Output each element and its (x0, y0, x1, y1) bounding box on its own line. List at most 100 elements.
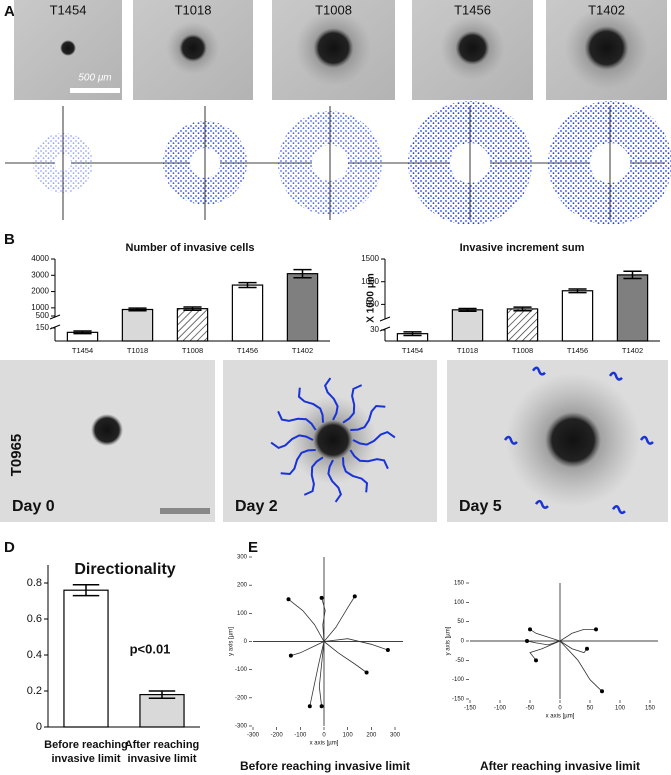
x-tick-label: T1456 (237, 346, 258, 355)
track (559, 629, 596, 642)
cell-track (323, 377, 339, 421)
y-tick-label: -150 (452, 697, 465, 703)
bar (121, 308, 154, 342)
sample-label: T1008 (315, 2, 352, 17)
track-end (594, 627, 598, 632)
track (288, 598, 325, 642)
chart-title: Number of invasive cells (126, 242, 255, 254)
track (526, 640, 561, 646)
track-end (364, 670, 369, 675)
track-end (307, 704, 312, 709)
chart-title: Directionality (74, 561, 175, 578)
track-end (319, 595, 324, 600)
y-tick-label: 0.6 (27, 613, 42, 625)
bar (561, 290, 594, 342)
track (323, 641, 367, 673)
bar (506, 308, 539, 342)
error-bar (458, 307, 477, 312)
bar (286, 273, 319, 342)
track-end (528, 627, 532, 632)
error-bar (238, 281, 257, 289)
y-tick-label: 500 (366, 299, 380, 308)
x-tick-label: T1008 (182, 346, 203, 355)
error-bar (128, 307, 147, 312)
x-tick-label: T1008 (512, 346, 533, 355)
y-tick-label: 1000 (361, 277, 379, 286)
bar (176, 308, 209, 342)
track (529, 640, 561, 661)
error-bar (568, 288, 587, 294)
cell-track (303, 456, 324, 496)
x-tick-label: -50 (526, 706, 535, 712)
y-axis-label: y axis [µm] (446, 626, 452, 655)
y-tick-label: 100 (454, 600, 465, 606)
cell-track (327, 459, 343, 503)
spheroid (313, 420, 353, 460)
track-end (600, 689, 604, 694)
x-axis-label: x axis [µm] (546, 714, 575, 720)
x-axis-label: x axis [µm] (310, 741, 339, 747)
x-tick-label: 300 (390, 733, 401, 739)
y-tick-label: 300 (237, 555, 248, 561)
panel-label: A (4, 3, 15, 20)
x-tick-label: 150 (645, 706, 656, 712)
x-tick-label: After reaching (125, 739, 200, 751)
y-tick-label: 0 (36, 721, 42, 733)
x-tick-label: -150 (464, 706, 477, 712)
cell-track (350, 404, 386, 431)
cell-track (352, 430, 396, 446)
track-end (319, 704, 324, 709)
track (323, 596, 356, 642)
cell-track (531, 366, 546, 376)
cell-track (534, 499, 549, 509)
cell-track (280, 449, 316, 476)
y-axis-label: y axis [µm] (229, 627, 235, 656)
x-tick-label: invasive limit (51, 753, 120, 765)
x-tick-label: T1454 (402, 346, 423, 355)
track-end (525, 639, 529, 643)
y-tick-label: -100 (235, 667, 248, 673)
panel-label: E (248, 539, 258, 556)
x-tick-label: -200 (271, 733, 284, 739)
x-tick-label: T1402 (622, 346, 643, 355)
bar (231, 284, 264, 342)
y-tick-label: -50 (455, 658, 464, 664)
y-tick-label: 0.8 (27, 577, 42, 589)
cell-track (503, 435, 518, 445)
y-tick-label: 0 (244, 639, 248, 645)
x-tick-label: T1456 (567, 346, 588, 355)
track (559, 640, 588, 654)
x-tick-label: 200 (366, 733, 377, 739)
scale-bar (70, 88, 120, 93)
track-end (385, 647, 390, 652)
error-bar (183, 306, 202, 312)
y-tick-label: 4000 (31, 254, 49, 263)
y-tick-label: 0.4 (27, 649, 42, 661)
y-tick-label: 30 (370, 325, 379, 334)
y-axis-label: X 1000 μm (366, 273, 377, 323)
error-bar (72, 584, 100, 597)
track (529, 629, 561, 642)
sample-label: T0965 (8, 434, 25, 477)
cell-track (342, 457, 369, 493)
x-tick-label: T1018 (127, 346, 148, 355)
track (321, 597, 326, 642)
track (318, 641, 325, 707)
error-bar (623, 270, 642, 280)
track (559, 640, 603, 692)
scale-bar (160, 508, 210, 514)
spheroid (179, 34, 207, 62)
sample-label: T1456 (454, 2, 491, 17)
chart-title: Invasive increment sum (460, 242, 585, 254)
cell-track (270, 434, 314, 450)
sample-label: T1018 (175, 2, 212, 17)
spheroid (60, 40, 76, 56)
y-tick-label: 500 (36, 311, 50, 320)
caption: After reaching invasive limit (480, 759, 640, 773)
x-tick-label: 0 (558, 706, 562, 712)
x-tick-label: 50 (587, 706, 594, 712)
sample-label: T1402 (588, 2, 625, 17)
y-tick-label: -300 (235, 724, 248, 730)
y-tick-label: 2000 (31, 287, 49, 296)
y-tick-label: 1500 (361, 254, 379, 263)
